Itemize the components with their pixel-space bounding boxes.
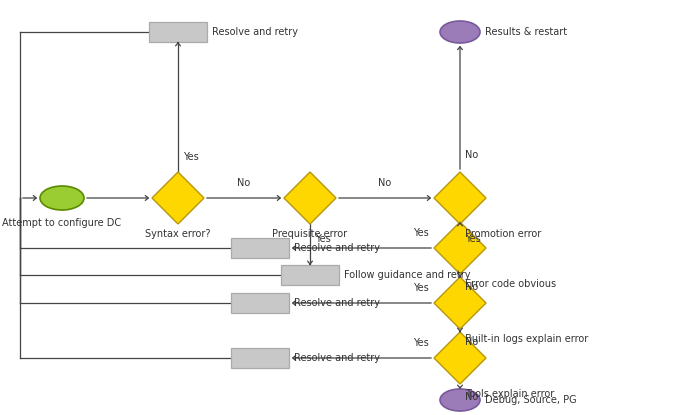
- FancyBboxPatch shape: [231, 293, 289, 313]
- Text: Yes: Yes: [413, 283, 429, 293]
- Text: Attempt to configure DC: Attempt to configure DC: [3, 218, 121, 228]
- Polygon shape: [434, 172, 486, 224]
- Text: Results & restart: Results & restart: [485, 27, 567, 37]
- Polygon shape: [284, 172, 336, 224]
- FancyBboxPatch shape: [281, 265, 339, 285]
- Text: Debug, Source, PG: Debug, Source, PG: [485, 395, 577, 405]
- Text: Follow guidance and retry: Follow guidance and retry: [344, 270, 470, 280]
- Polygon shape: [434, 277, 486, 329]
- FancyBboxPatch shape: [231, 348, 289, 368]
- Text: Yes: Yes: [465, 234, 481, 244]
- Text: No: No: [237, 178, 251, 188]
- Text: No: No: [465, 282, 479, 292]
- Polygon shape: [434, 222, 486, 274]
- Text: Resolve and retry: Resolve and retry: [294, 353, 380, 363]
- Text: Yes: Yes: [413, 338, 429, 348]
- Text: Resolve and retry: Resolve and retry: [294, 298, 380, 308]
- Text: Yes: Yes: [413, 228, 429, 238]
- Text: Yes: Yes: [183, 152, 199, 162]
- FancyBboxPatch shape: [149, 22, 207, 42]
- Ellipse shape: [440, 21, 480, 43]
- Text: Yes: Yes: [315, 234, 331, 244]
- Text: No: No: [465, 337, 479, 347]
- Text: Built-in logs explain error: Built-in logs explain error: [465, 334, 588, 344]
- Polygon shape: [434, 332, 486, 384]
- Ellipse shape: [440, 389, 480, 411]
- FancyBboxPatch shape: [231, 238, 289, 258]
- Text: Error code obvious: Error code obvious: [465, 279, 556, 289]
- Text: Tools explain error: Tools explain error: [465, 389, 554, 399]
- Text: No: No: [465, 392, 479, 402]
- Text: Resolve and retry: Resolve and retry: [294, 243, 380, 253]
- Text: No: No: [378, 178, 392, 188]
- Text: Promotion error: Promotion error: [465, 229, 541, 239]
- Polygon shape: [152, 172, 204, 224]
- Text: No: No: [465, 150, 479, 160]
- Text: Prequisite error: Prequisite error: [272, 229, 348, 239]
- Ellipse shape: [40, 186, 84, 210]
- Text: Syntax error?: Syntax error?: [146, 229, 211, 239]
- Text: Resolve and retry: Resolve and retry: [212, 27, 298, 37]
